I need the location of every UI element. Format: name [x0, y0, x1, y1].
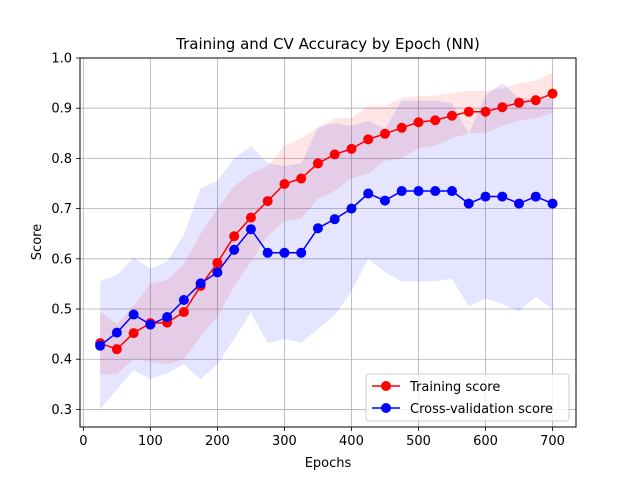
point-cv — [514, 198, 525, 209]
point-cv — [195, 278, 206, 289]
point-cv — [363, 188, 374, 199]
point-training — [379, 128, 390, 139]
legend-box — [365, 373, 570, 422]
point-cv — [95, 340, 106, 351]
point-cv — [480, 191, 491, 202]
y-axis-label: Score — [30, 224, 45, 260]
point-cv — [329, 214, 340, 225]
x-tick-label: 300 — [272, 434, 297, 449]
line-training — [99, 92, 553, 351]
y-tick-label: 1.0 — [51, 52, 72, 67]
point-cv — [346, 203, 357, 214]
point-training — [312, 158, 323, 169]
point-training — [447, 110, 457, 121]
point-training — [279, 179, 290, 190]
line-cv — [99, 190, 553, 347]
x-tick-label: 600 — [473, 434, 498, 449]
legend-marker-training — [381, 381, 391, 391]
point-cv — [312, 223, 323, 234]
point-cv — [396, 186, 407, 197]
chart-title: Training and CV Accuracy by Epoch (NN) — [175, 35, 480, 53]
x-tick-label: 400 — [339, 434, 364, 449]
point-training — [463, 106, 474, 117]
point-training — [128, 328, 139, 339]
y-tick-label: 0.4 — [51, 353, 72, 368]
point-cv — [279, 247, 290, 258]
legend-marker-cv — [381, 403, 391, 413]
point-cv — [162, 312, 173, 323]
confidence-bands — [100, 73, 553, 410]
x-tick-label: 500 — [406, 434, 431, 449]
point-cv — [229, 244, 240, 255]
point-training — [363, 134, 374, 145]
point-cv — [262, 247, 273, 258]
point-training — [229, 231, 240, 242]
point-cv — [145, 319, 156, 330]
point-cv — [413, 186, 424, 197]
x-axis-label: Epochs — [305, 456, 352, 471]
point-cv — [296, 247, 307, 258]
point-training — [178, 307, 189, 318]
point-training — [329, 149, 340, 160]
point-training — [480, 106, 491, 117]
legend-label-cv: Cross-validation score — [410, 402, 553, 417]
point-training — [530, 95, 541, 106]
point-cv — [111, 327, 122, 338]
y-tick-label: 0.8 — [51, 152, 72, 167]
y-tick-label: 0.7 — [51, 202, 72, 217]
point-training — [245, 212, 256, 223]
band-training — [100, 73, 553, 375]
point-training — [547, 88, 558, 99]
point-training — [212, 257, 223, 268]
point-cv — [463, 198, 474, 209]
point-training — [111, 344, 122, 355]
series-lines — [95, 88, 558, 355]
y-tick-label: 0.6 — [51, 252, 72, 267]
y-tick-label: 0.9 — [51, 102, 72, 117]
legend-label-training: Training score — [409, 380, 500, 395]
point-cv — [212, 267, 223, 278]
x-tick-label: 200 — [205, 434, 230, 449]
point-training — [497, 102, 508, 113]
point-cv — [547, 198, 558, 209]
point-training — [262, 196, 273, 207]
axis-ticks: 0 100 200 300 400 500 600 700 0.3 0.4 0.5 0.6 0.7 0.8… — [51, 52, 565, 450]
point-cv — [497, 191, 508, 202]
point-cv — [245, 224, 256, 235]
point-training — [430, 115, 441, 126]
point-cv — [178, 294, 189, 305]
band-cv — [100, 83, 553, 410]
point-cv — [430, 186, 441, 197]
point-training — [514, 97, 525, 108]
x-tick-label: 0 — [79, 434, 87, 449]
point-training — [296, 173, 307, 184]
point-training — [413, 117, 424, 128]
point-training — [396, 122, 407, 133]
point-cv — [530, 191, 541, 202]
y-tick-label: 0.3 — [51, 403, 72, 418]
x-tick-label: 100 — [138, 434, 163, 449]
point-cv — [379, 195, 390, 206]
y-tick-label: 0.5 — [51, 303, 72, 318]
x-tick-label: 700 — [540, 434, 565, 449]
legend: Training score Cross-validation score — [365, 373, 570, 422]
point-cv — [128, 309, 139, 320]
plot-frame — [79, 57, 577, 428]
point-cv — [447, 186, 457, 197]
point-training — [346, 143, 357, 154]
